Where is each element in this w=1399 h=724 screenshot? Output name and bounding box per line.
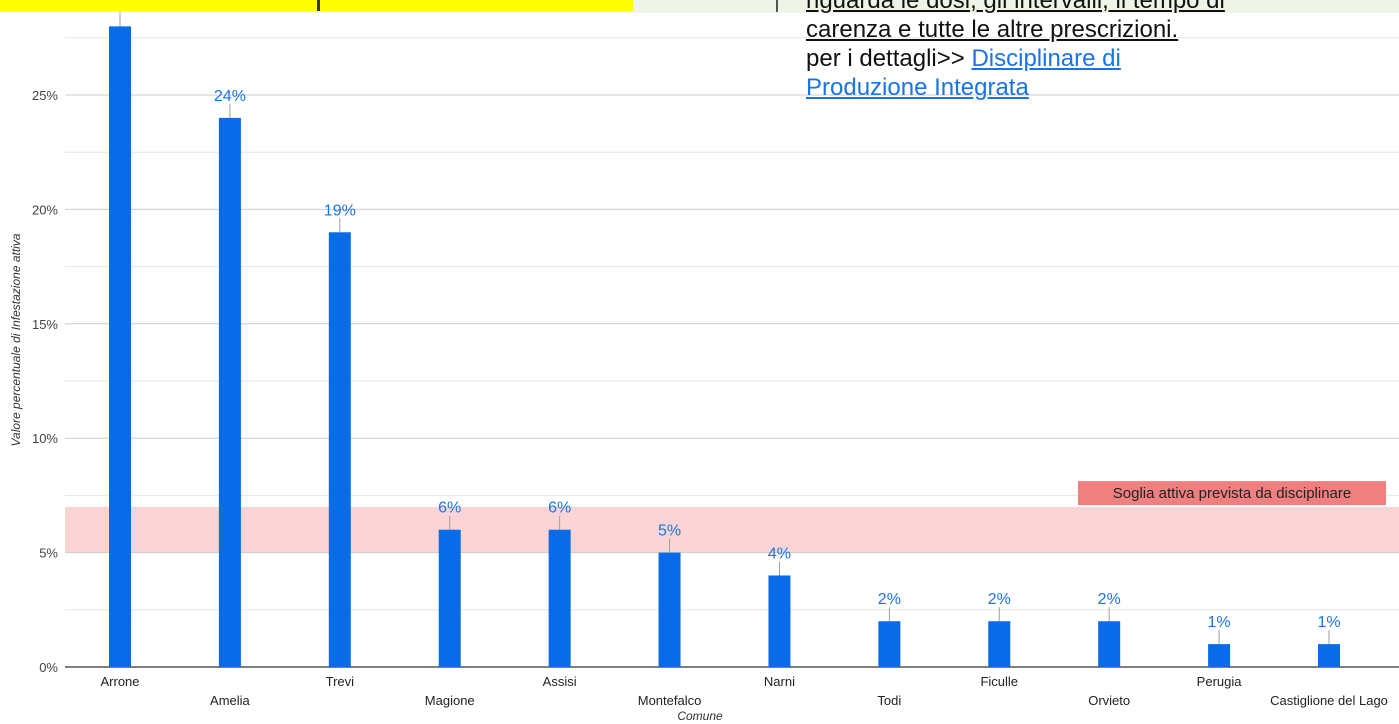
- y-tick-label: 25%: [32, 88, 58, 103]
- data-label: 5%: [658, 523, 681, 540]
- bar: [328, 232, 351, 667]
- x-tick-label: Narni: [764, 674, 795, 689]
- y-tick-label: 15%: [32, 317, 58, 332]
- highlighted-text-strip: [0, 0, 633, 11]
- bar: [1318, 644, 1340, 667]
- bar: [1208, 644, 1231, 667]
- data-label: 2%: [878, 591, 901, 608]
- info-line-3-prefix: per i dettagli>>: [806, 45, 972, 72]
- x-axis-title: Comune: [677, 709, 723, 723]
- y-tick-label: 0%: [39, 660, 58, 675]
- info-line-1: riguarda le dosi, gli intervalli, il tem…: [806, 0, 1225, 14]
- info-line-2: carenza e tutte le altre prescrizioni.: [806, 16, 1179, 43]
- bar: [109, 26, 131, 668]
- threshold-label: Soglia attiva prevista da disciplinare: [1113, 485, 1351, 502]
- y-axis-title: Valore percentuale di Infestazione attiv…: [9, 233, 23, 446]
- y-tick-label: 10%: [32, 431, 58, 446]
- x-tick-label: Ficulle: [980, 674, 1018, 689]
- x-tick-label: Magione: [425, 693, 475, 708]
- x-tick-label: Amelia: [210, 693, 251, 708]
- x-tick-label: Assisi: [543, 674, 577, 689]
- produzione-integrata-link[interactable]: Produzione Integrata: [806, 74, 1029, 101]
- data-label: 6%: [438, 500, 461, 517]
- threshold-label-bg: [1078, 481, 1386, 506]
- bar: [548, 529, 571, 667]
- info-box: riguarda le dosi, gli intervalli, il tem…: [806, 0, 1396, 102]
- y-tick-label: 5%: [39, 546, 58, 561]
- divider-mark: [776, 0, 778, 12]
- x-tick-label: Perugia: [1197, 674, 1243, 689]
- text-cursor-mark: [317, 0, 320, 11]
- disciplinare-link[interactable]: Disciplinare di: [971, 45, 1121, 72]
- data-label: 6%: [548, 500, 571, 517]
- y-tick-label: 20%: [32, 202, 58, 217]
- data-label: 1%: [1317, 614, 1340, 631]
- threshold-band: [65, 506, 1399, 553]
- data-label: 19%: [324, 202, 356, 219]
- x-tick-label: Castiglione del Lago: [1270, 693, 1388, 708]
- x-tick-label: Montefalco: [638, 693, 702, 708]
- bar: [438, 529, 461, 667]
- data-label: 4%: [768, 545, 791, 562]
- bar: [988, 621, 1011, 667]
- bar: [218, 117, 241, 667]
- data-label: 24%: [214, 88, 246, 105]
- bar: [658, 552, 681, 667]
- data-label: 2%: [1098, 591, 1121, 608]
- bar: [878, 621, 901, 667]
- x-tick-label: Arrone: [100, 674, 139, 689]
- x-tick-label: Todi: [877, 693, 901, 708]
- x-tick-label: Trevi: [326, 674, 355, 689]
- bar: [1098, 621, 1121, 667]
- data-label: 1%: [1208, 614, 1231, 631]
- bar: [768, 575, 791, 667]
- data-label: 2%: [988, 591, 1011, 608]
- x-tick-label: Orvieto: [1088, 693, 1130, 708]
